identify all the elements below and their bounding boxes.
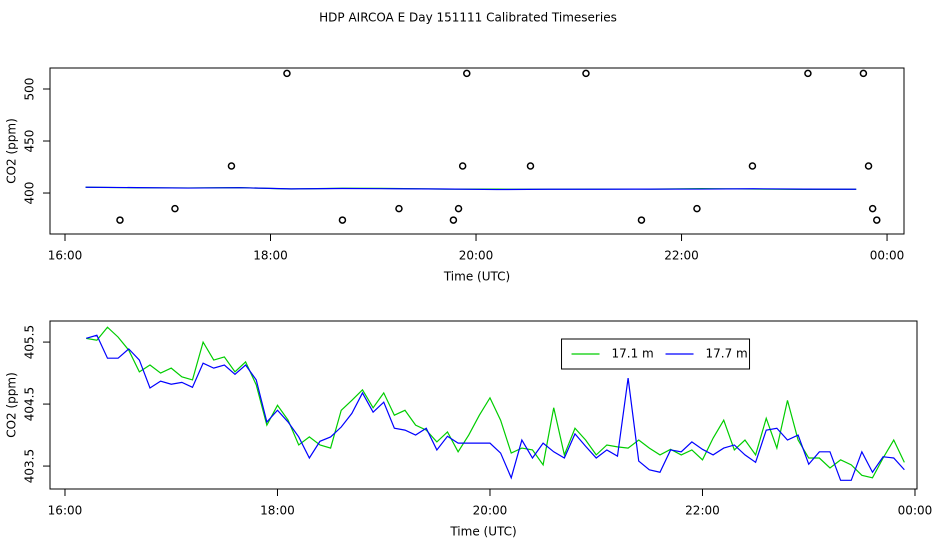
y-tick-label: 404.5: [23, 387, 37, 421]
x-tick-label: 16:00: [48, 504, 83, 518]
x-tick-label: 20:00: [473, 504, 508, 518]
point: [171, 204, 179, 213]
x-tick-label: 00:00: [898, 504, 933, 518]
point: [116, 216, 124, 224]
x-tick-label: 22:00: [685, 504, 720, 518]
point: [693, 204, 701, 213]
x-tick-label: 00:00: [870, 249, 905, 263]
x-axis-label: Time (UTC): [443, 270, 510, 284]
point: [463, 69, 471, 78]
point: [748, 162, 757, 170]
x-tick-label: 16:00: [48, 249, 83, 263]
point: [227, 162, 236, 170]
legend-label: 17.7 m: [706, 347, 748, 361]
point: [864, 162, 873, 170]
x-tick-label: 18:00: [253, 249, 288, 263]
legend-label: 17.1 m: [612, 347, 654, 361]
point: [395, 204, 403, 213]
data-line: [86, 334, 905, 481]
y-tick-label: 450: [23, 130, 37, 153]
plot-frame: [49, 320, 918, 490]
point: [859, 69, 868, 78]
y-tick-label: 400: [23, 182, 37, 205]
point: [804, 69, 812, 78]
y-tick-label: 405.5: [23, 325, 37, 359]
data-line: [86, 326, 905, 479]
point: [454, 204, 463, 213]
plot-frame: [49, 67, 905, 235]
point: [283, 69, 291, 78]
x-tick-label: 20:00: [459, 249, 494, 263]
point: [526, 162, 535, 170]
x-axis-label: Time (UTC): [449, 525, 516, 539]
data-line: [85, 186, 857, 191]
y-axis-label: CO2 (ppm): [5, 118, 19, 184]
chart-title: HDP AIRCOA E Day 151111 Calibrated Times…: [319, 11, 617, 25]
point: [449, 216, 458, 224]
point: [458, 162, 467, 170]
point: [868, 204, 877, 213]
point: [338, 216, 347, 224]
x-tick-label: 18:00: [260, 504, 295, 518]
point: [637, 216, 646, 224]
point: [582, 69, 590, 78]
x-tick-label: 22:00: [664, 249, 699, 263]
y-axis-label: CO2 (ppm): [5, 372, 19, 438]
y-tick-label: 500: [23, 78, 37, 101]
y-tick-label: 403.5: [23, 449, 37, 483]
point: [873, 216, 881, 224]
